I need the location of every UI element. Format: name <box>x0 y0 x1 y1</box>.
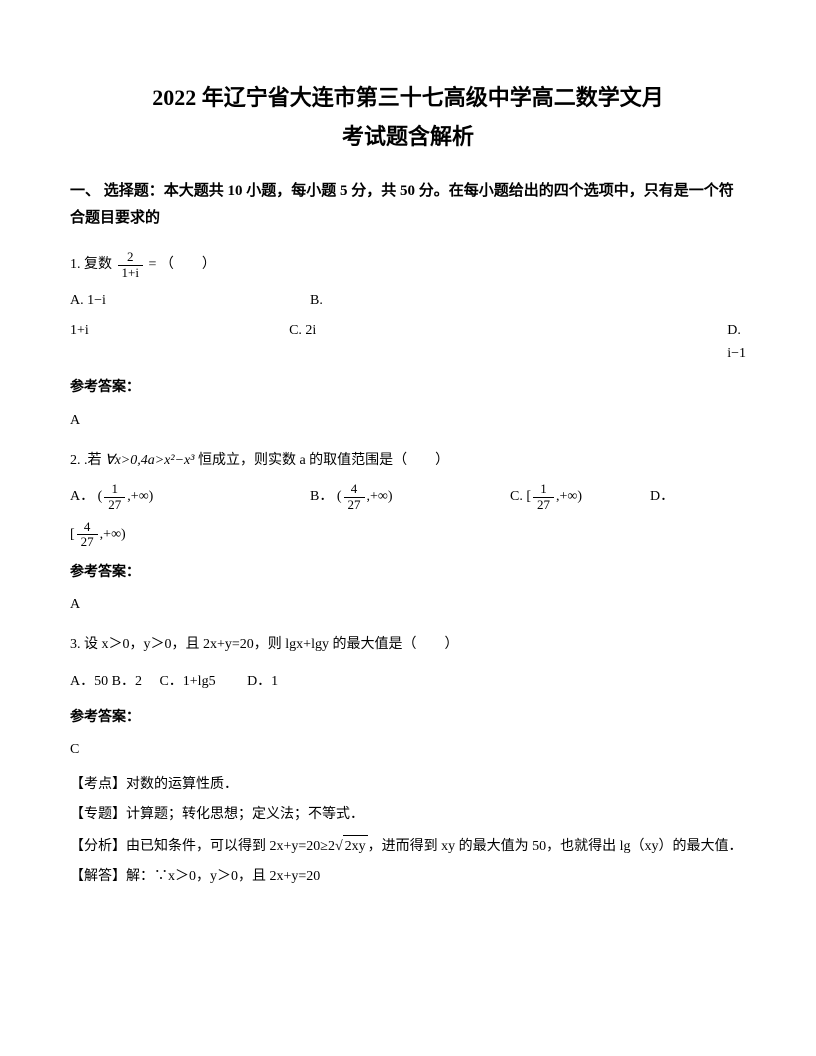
q2-d-open: [ <box>70 527 75 542</box>
q2-answer: A <box>70 594 746 616</box>
q1-options: A. 1−i B. 1+i C. 2i D. i−1 <box>70 290 746 365</box>
q2-condition: ∀x>0,4a>x²−x³ <box>105 453 194 468</box>
q2-d-num: 4 <box>77 520 98 535</box>
q2-b-prefix: B． <box>310 489 333 504</box>
q1-frac-den: 1+i <box>118 266 143 280</box>
q2-c-open: [ <box>526 489 531 504</box>
q2-answer-label: 参考答案： <box>70 562 746 584</box>
q1-option-a: A. 1−i <box>70 290 310 312</box>
q2-c-frac: 127 <box>533 482 554 512</box>
q2-d-den: 27 <box>77 535 98 549</box>
q3-sqrt-content: 2xy <box>343 835 368 858</box>
question-3: 3. 设 x＞0，y＞0，且 2x+y=20，则 lgx+lgy 的最大值是（ … <box>70 634 746 656</box>
question-2: 2. .若 ∀x>0,4a>x²−x³ 恒成立，则实数 a 的取值范围是（ ） <box>70 450 746 472</box>
q1-prefix: 1. 复数 <box>70 257 112 272</box>
q3-analysis-1: 【考点】对数的运算性质． <box>70 774 746 796</box>
q1-answer-label: 参考答案： <box>70 377 746 399</box>
q2-c-prefix: C. <box>510 489 523 504</box>
q1-option-b: B. <box>310 290 510 312</box>
q2-option-d-prefix: D． <box>650 486 674 508</box>
q1-fraction: 2 1+i <box>118 250 143 280</box>
q3-answer: C <box>70 739 746 761</box>
q2-d-rest: ,+∞) <box>100 527 126 542</box>
q1-suffix: （ ） <box>160 257 216 272</box>
q1-answer: A <box>70 410 746 432</box>
q1-eq: = <box>148 257 156 272</box>
q2-prefix: 2. .若 <box>70 453 102 468</box>
section-header: 一、 选择题：本大题共 10 小题，每小题 5 分，共 50 分。在每小题给出的… <box>70 178 746 232</box>
q2-b-rest: ,+∞) <box>367 489 393 504</box>
q2-mid: 恒成立，则实数 a 的取值范围是（ ） <box>198 453 449 468</box>
q3-analysis-4: 【解答】解：∵x＞0，y＞0，且 2x+y=20 <box>70 866 746 888</box>
q2-a-den: 27 <box>104 498 125 512</box>
q2-option-d: [427,+∞) <box>70 520 126 550</box>
q3-options: A．50 B．2 C．1+lg5 D．1 <box>70 671 746 693</box>
q2-b-num: 4 <box>344 482 365 497</box>
question-1: 1. 复数 2 1+i = （ ） <box>70 250 746 280</box>
main-title: 2022 年辽宁省大连市第三十七高级中学高二数学文月 <box>70 80 746 115</box>
sqrt-icon: 2xy <box>335 835 368 858</box>
q2-a-rest: ,+∞) <box>127 489 153 504</box>
q2-a-open: ( <box>98 489 103 504</box>
q2-a-prefix: A． <box>70 489 94 504</box>
q2-c-den: 27 <box>533 498 554 512</box>
q1-option-d: D. i−1 <box>727 320 746 365</box>
q2-option-c: C. [127,+∞) <box>510 482 650 512</box>
q2-c-num: 1 <box>533 482 554 497</box>
q3-a3-suffix: ，进而得到 xy 的最大值为 50，也就得出 lg（xy）的最大值． <box>368 839 743 854</box>
q2-b-den: 27 <box>344 498 365 512</box>
q2-options: A． (127,+∞) B． (427,+∞) C. [127,+∞) D． [… <box>70 482 746 549</box>
q2-b-open: ( <box>337 489 342 504</box>
q1-option-b2: 1+i <box>70 320 289 365</box>
q2-option-a: A． (127,+∞) <box>70 482 310 512</box>
q2-a-num: 1 <box>104 482 125 497</box>
q3-a3-prefix: 【分析】由已知条件，可以得到 2x+y=20≥2 <box>70 839 335 854</box>
q3-answer-label: 参考答案： <box>70 707 746 729</box>
q2-a-frac: 127 <box>104 482 125 512</box>
q2-d-frac: 427 <box>77 520 98 550</box>
q2-option-b: B． (427,+∞) <box>310 482 510 512</box>
q3-analysis-3: 【分析】由已知条件，可以得到 2x+y=20≥2 2xy，进而得到 xy 的最大值… <box>70 835 746 858</box>
q1-frac-num: 2 <box>118 250 143 265</box>
q2-c-rest: ,+∞) <box>556 489 582 504</box>
main-subtitle: 考试题含解析 <box>70 119 746 154</box>
q1-option-c: C. 2i <box>289 320 472 365</box>
q3-analysis-2: 【专题】计算题；转化思想；定义法；不等式． <box>70 804 746 826</box>
q2-b-frac: 427 <box>344 482 365 512</box>
